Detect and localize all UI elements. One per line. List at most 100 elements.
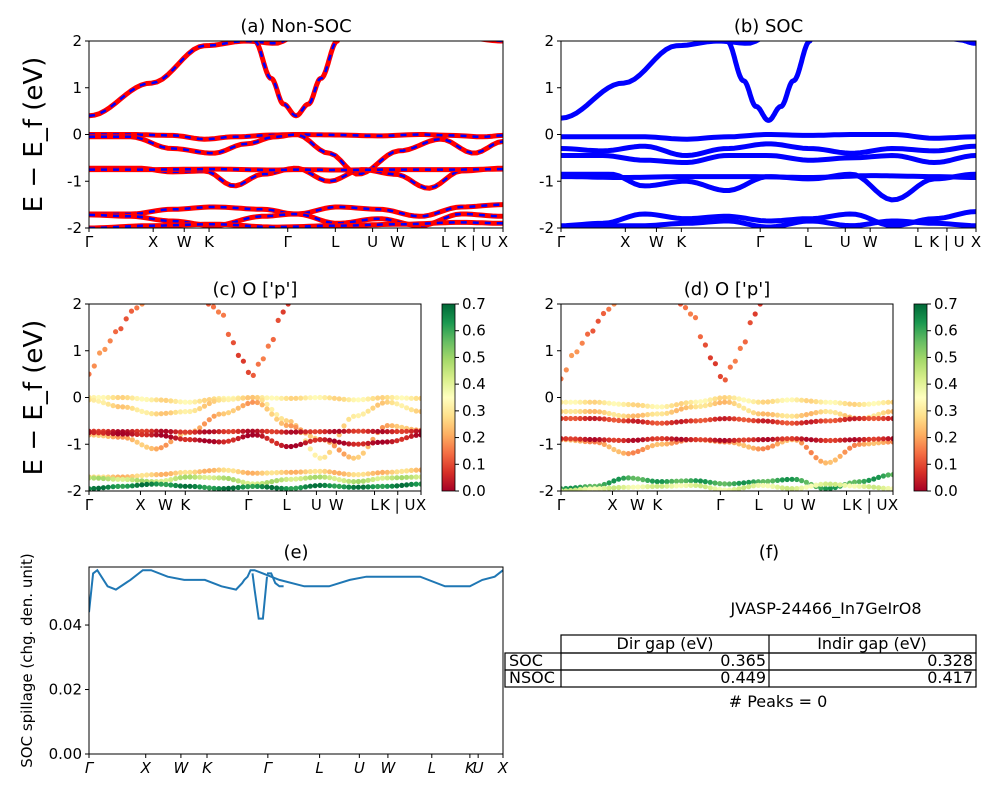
data-point <box>649 483 656 490</box>
data-point <box>645 412 651 418</box>
data-point <box>654 420 660 426</box>
x-tick-label: K <box>204 233 215 251</box>
data-point <box>645 477 651 483</box>
data-point <box>197 406 203 412</box>
data-point <box>577 415 583 422</box>
data-point <box>394 395 400 401</box>
data-point <box>673 402 680 408</box>
data-point <box>669 483 675 489</box>
data-point <box>235 469 241 475</box>
data-point <box>606 416 612 423</box>
data-point <box>389 429 395 435</box>
data-point <box>760 437 766 443</box>
x-tick-label: L <box>441 233 450 251</box>
data-point <box>144 396 150 403</box>
data-point <box>327 483 333 489</box>
data-point <box>250 432 256 438</box>
data-point <box>221 486 227 491</box>
data-point <box>293 424 299 430</box>
data-point <box>654 479 660 485</box>
data-point <box>298 469 304 475</box>
data-point <box>355 441 361 447</box>
data-point <box>654 404 660 410</box>
data-point <box>789 420 795 426</box>
data-point <box>211 398 217 404</box>
data-point <box>201 468 208 474</box>
data-point <box>245 369 251 375</box>
data-point <box>113 329 119 335</box>
data-point <box>197 484 203 490</box>
data-point <box>673 408 680 414</box>
data-point <box>664 479 670 485</box>
data-point <box>346 397 352 403</box>
data-point <box>640 402 646 409</box>
data-point <box>606 485 612 491</box>
data-point <box>880 439 887 445</box>
data-point <box>404 428 410 434</box>
data-point <box>774 441 781 447</box>
data-point <box>890 436 893 442</box>
data-point <box>842 413 848 419</box>
data-point <box>336 428 342 434</box>
data-point <box>871 440 877 446</box>
data-point <box>259 397 265 403</box>
band-line-dashed <box>89 166 503 190</box>
data-point <box>635 448 641 454</box>
panel-title: (a) Non-SOC <box>240 16 351 37</box>
data-point <box>158 481 164 487</box>
data-point <box>693 399 699 405</box>
data-point <box>818 437 824 443</box>
data-point <box>568 436 574 442</box>
data-point <box>659 436 665 442</box>
data-point <box>765 436 771 443</box>
data-point <box>803 419 810 425</box>
x-tick-label: W <box>801 496 816 514</box>
data-point <box>370 428 376 434</box>
data-point <box>365 396 371 402</box>
data-point <box>640 477 646 483</box>
data-point <box>596 486 603 491</box>
data-point <box>168 410 174 416</box>
data-point <box>851 416 858 422</box>
y-tick-label: -1 <box>67 435 82 453</box>
data-point <box>408 474 414 480</box>
data-point <box>876 400 882 406</box>
data-point <box>120 394 126 401</box>
data-point <box>365 428 371 434</box>
band-line <box>561 132 976 142</box>
data-point <box>389 469 395 475</box>
data-point <box>254 432 260 438</box>
data-point <box>774 436 781 442</box>
data-point <box>404 435 410 441</box>
data-point <box>96 475 102 481</box>
x-tick-label: U <box>367 233 378 251</box>
data-point <box>582 436 588 442</box>
data-point <box>163 478 169 484</box>
data-point <box>640 446 646 453</box>
data-point <box>230 437 236 443</box>
data-point <box>625 401 632 408</box>
data-point <box>105 476 111 482</box>
data-point <box>568 487 574 491</box>
x-tick-label: X <box>497 759 509 777</box>
data-point <box>722 416 728 422</box>
data-point <box>678 478 684 484</box>
data-point <box>245 428 251 434</box>
data-point <box>717 395 723 401</box>
data-point <box>770 483 776 489</box>
data-point <box>129 395 135 401</box>
data-point <box>885 399 891 405</box>
data-point <box>611 417 617 423</box>
x-tick-label: W <box>158 496 173 514</box>
data-point <box>808 419 814 425</box>
y-axis-label: E − E_f (eV) <box>19 320 49 476</box>
data-point <box>206 468 212 474</box>
data-point <box>688 418 694 424</box>
data-point <box>379 395 386 401</box>
data-point <box>399 424 405 430</box>
y-tick-label: 0.00 <box>49 745 82 763</box>
data-point <box>351 397 357 403</box>
data-point <box>871 401 877 407</box>
x-tick-label: Γ <box>557 496 566 514</box>
